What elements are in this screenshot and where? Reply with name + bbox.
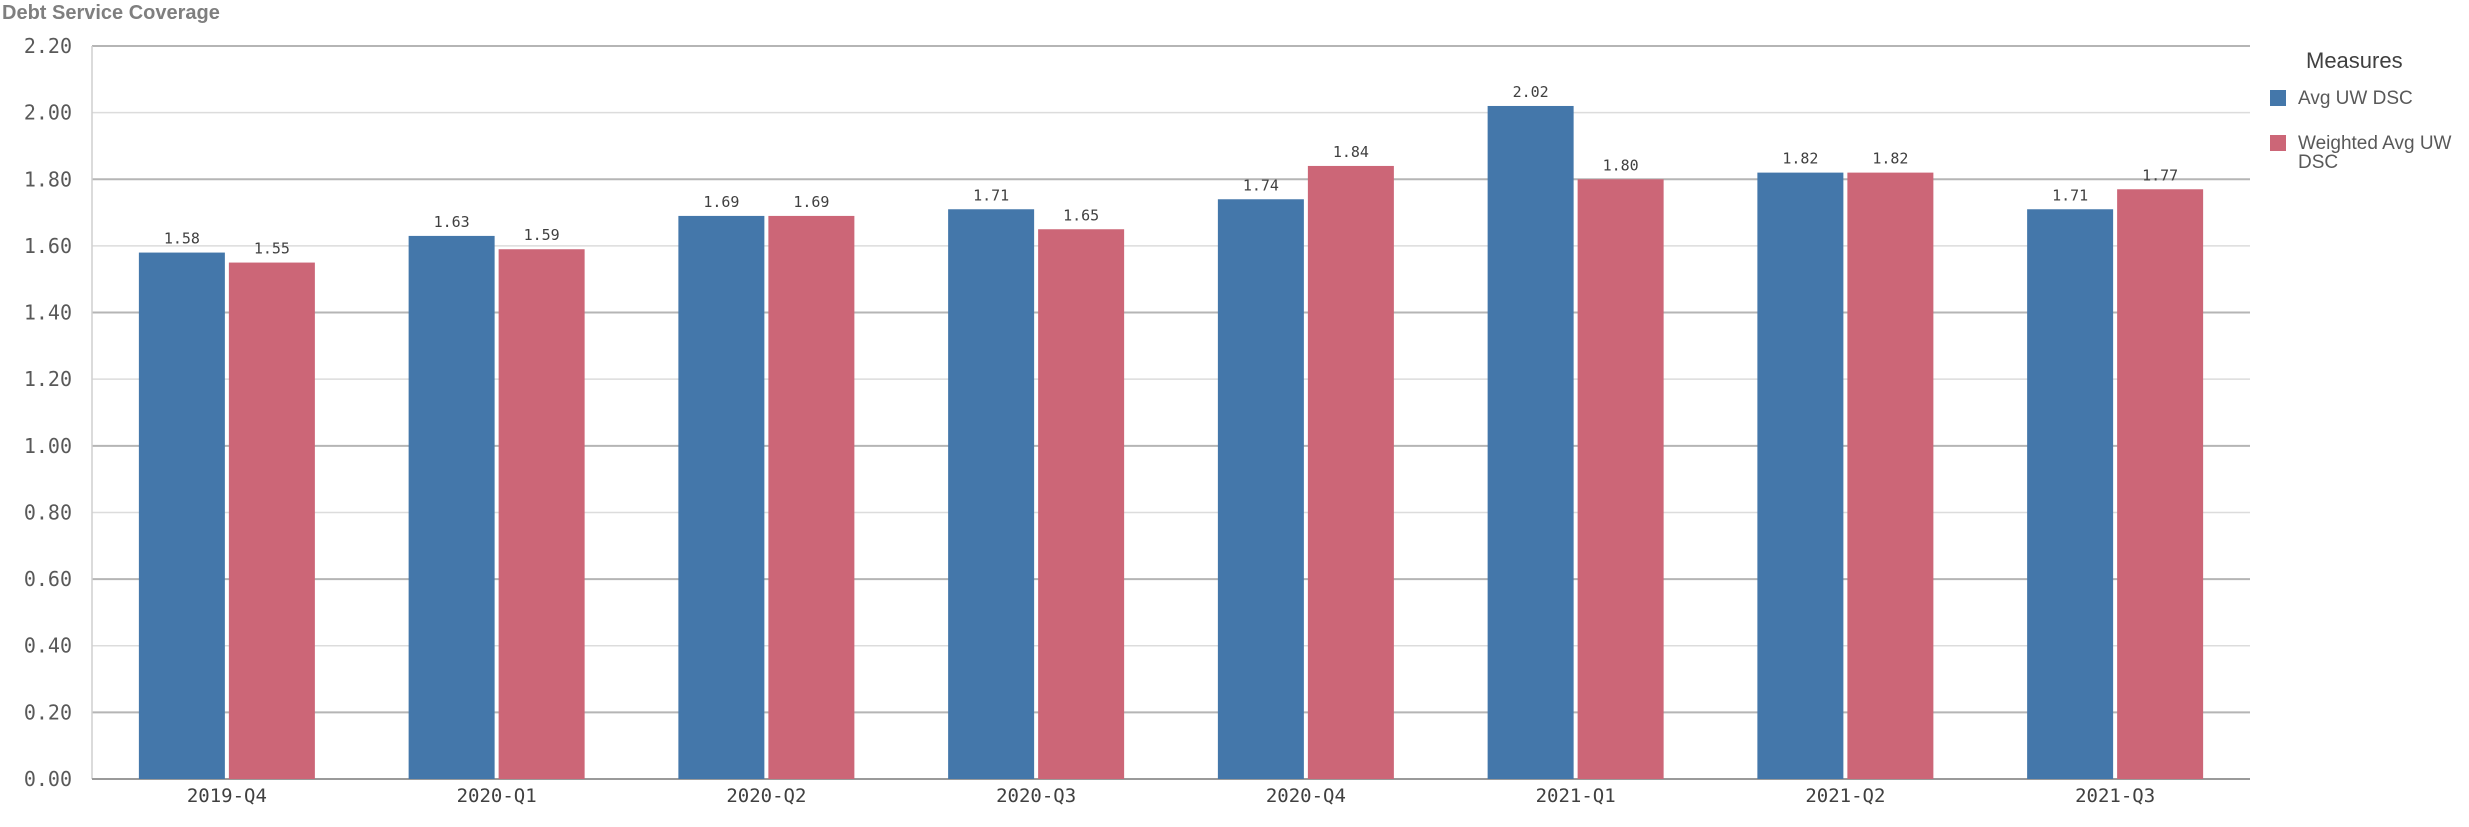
data-label: 1.65 xyxy=(1063,206,1099,224)
data-label: 1.74 xyxy=(1243,176,1279,194)
y-tick-label: 0.20 xyxy=(24,700,72,724)
legend-entry[interactable]: Avg UW DSC xyxy=(2298,88,2413,109)
data-label: 1.82 xyxy=(1782,150,1818,168)
legend-entry[interactable]: Weighted Avg UW DSC xyxy=(2298,133,2452,173)
x-tick-label: 2020-Q2 xyxy=(726,785,806,807)
bar-weighted-2021-Q3[interactable] xyxy=(2117,189,2204,779)
data-label: 1.82 xyxy=(1872,150,1908,168)
bar-avg-2020-Q1[interactable] xyxy=(408,235,495,779)
y-tick-label: 2.00 xyxy=(24,101,72,125)
data-label: 1.71 xyxy=(973,186,1009,204)
y-tick-label: 1.40 xyxy=(24,301,72,325)
bar-avg-2020-Q4[interactable] xyxy=(1217,199,1304,779)
bar-avg-2020-Q2[interactable] xyxy=(678,215,765,779)
y-axis: 0.00 0.20 0.40 0.60 0.80 1.00 1.20 1.40 1.60 1.80… xyxy=(24,34,2250,791)
y-tick-label: 1.60 xyxy=(24,234,72,258)
x-tick-label: 2021-Q3 xyxy=(2075,785,2155,807)
bar-weighted-2020-Q3[interactable] xyxy=(1038,229,1125,779)
data-label: 1.77 xyxy=(2142,166,2178,184)
y-tick-label: 1.80 xyxy=(24,167,72,191)
y-tick-label: 1.20 xyxy=(24,367,72,391)
legend-swatch xyxy=(2270,90,2286,106)
y-tick-label: 1.00 xyxy=(24,434,72,458)
y-tick-label: 0.80 xyxy=(24,500,72,524)
data-label: 1.69 xyxy=(703,193,739,211)
x-tick-label: 2020-Q3 xyxy=(996,785,1076,807)
data-label: 1.69 xyxy=(793,193,829,211)
x-tick-label: 2020-Q1 xyxy=(457,785,537,807)
x-axis: 2019-Q4 2020-Q1 2020-Q2 2020-Q3 2020-Q4 2021-… xyxy=(187,785,2155,807)
bar-weighted-2021-Q1[interactable] xyxy=(1577,179,1664,780)
y-tick-label: 0.40 xyxy=(24,634,72,658)
bar-avg-2021-Q1[interactable] xyxy=(1487,105,1574,780)
bar-avg-2021-Q3[interactable] xyxy=(2027,209,2114,779)
data-label: 2.02 xyxy=(1513,83,1549,101)
bar-avg-2021-Q2[interactable] xyxy=(1757,172,1844,780)
bar-weighted-2019-Q4[interactable] xyxy=(228,262,315,779)
data-label: 1.59 xyxy=(524,226,560,244)
bar-avg-2019-Q4[interactable] xyxy=(138,252,225,779)
legend-title: Measures xyxy=(2306,48,2403,73)
data-labels: 1.58 1.55 1.63 1.59 1.69 1.69 1.71 1.65 1.74 1.84… xyxy=(164,83,2178,258)
bar-weighted-2020-Q2[interactable] xyxy=(768,215,855,779)
x-tick-label: 2019-Q4 xyxy=(187,785,267,807)
data-label: 1.80 xyxy=(1603,156,1639,174)
y-tick-label: 0.60 xyxy=(24,567,72,591)
data-label: 1.63 xyxy=(434,213,470,231)
y-tick-label: 2.20 xyxy=(24,34,72,58)
chart-title: Debt Service Coverage xyxy=(2,2,220,24)
y-tick-label: 0.00 xyxy=(24,767,72,791)
x-tick-label: 2020-Q4 xyxy=(1266,785,1346,807)
x-tick-label: 2021-Q2 xyxy=(1805,785,1885,807)
bar-weighted-2020-Q1[interactable] xyxy=(498,249,585,779)
data-label: 1.84 xyxy=(1333,143,1369,161)
bar-weighted-2021-Q2[interactable] xyxy=(1847,172,1934,780)
bar-avg-2020-Q3[interactable] xyxy=(948,209,1035,779)
bars xyxy=(138,105,2204,780)
legend-swatch xyxy=(2270,135,2286,151)
x-tick-label: 2021-Q1 xyxy=(1536,785,1616,807)
legend: Measures Avg UW DSC Weighted Avg UW DSC xyxy=(2270,48,2452,173)
data-label: 1.55 xyxy=(254,240,290,258)
data-label: 1.71 xyxy=(2052,186,2088,204)
bar-weighted-2020-Q4[interactable] xyxy=(1307,165,1394,780)
data-label: 1.58 xyxy=(164,230,200,248)
